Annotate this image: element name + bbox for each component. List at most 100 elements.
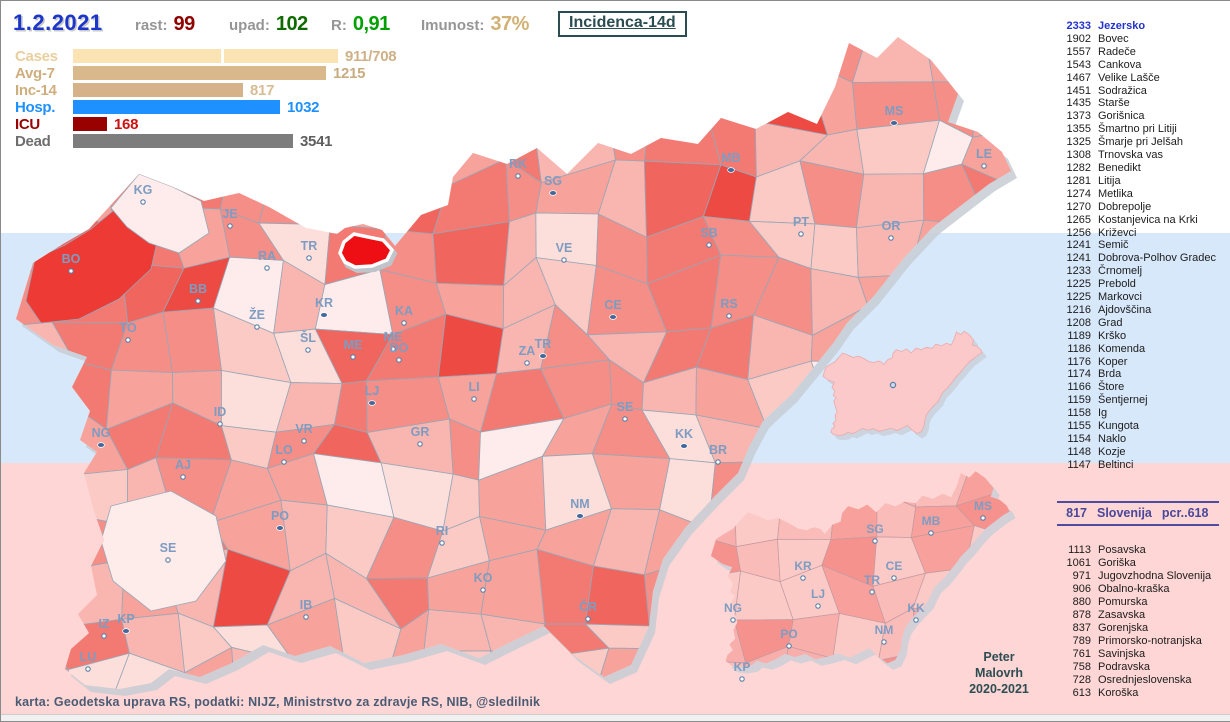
- region-rank-row[interactable]: 761 Savinjska: [1051, 648, 1229, 661]
- municipality-cell[interactable]: [856, 707, 940, 721]
- municipality-cell[interactable]: [975, 320, 1038, 369]
- municipality-rank-row[interactable]: 1281 Litija: [1051, 175, 1229, 188]
- municipality-cell[interactable]: [644, 648, 709, 721]
- municipality-rank-row[interactable]: 1241 Semič: [1051, 239, 1229, 252]
- region-rank-row[interactable]: 906 Obalno-kraška: [1051, 583, 1229, 596]
- municipality-cell[interactable]: [697, 77, 756, 122]
- municipality-cell[interactable]: [968, 421, 1019, 468]
- region-cell[interactable]: [777, 497, 835, 540]
- municipality-cell[interactable]: [968, 700, 1042, 721]
- municipality-cell[interactable]: [1, 622, 69, 674]
- region-cell[interactable]: [832, 658, 880, 701]
- municipality-rank-row[interactable]: 1451 Sodražica: [1051, 85, 1229, 98]
- municipality-cell[interactable]: [750, 16, 824, 86]
- municipality-cell[interactable]: [67, 652, 130, 712]
- region-rank-row[interactable]: 728 Osrednjeslovenska: [1051, 674, 1229, 687]
- municipality-cell[interactable]: [584, 68, 649, 139]
- municipality-rank-row[interactable]: 1155 Kungota: [1051, 420, 1229, 433]
- municipality-cell[interactable]: [279, 709, 346, 721]
- municipality-cell[interactable]: [644, 622, 716, 675]
- municipality-cell[interactable]: [530, 647, 610, 721]
- municipality-cell[interactable]: [984, 551, 1034, 631]
- municipality-cell[interactable]: [1, 549, 48, 630]
- municipality-cell[interactable]: [972, 81, 1020, 138]
- municipality-cell[interactable]: [611, 125, 649, 162]
- municipality-cell[interactable]: [320, 157, 397, 230]
- municipality-cell[interactable]: [638, 72, 709, 127]
- municipality-cell[interactable]: [285, 660, 347, 719]
- municipality-cell[interactable]: [643, 116, 722, 166]
- municipality-cell[interactable]: [759, 698, 818, 721]
- region-cell[interactable]: [999, 449, 1043, 509]
- incidenca-14d-mode-button[interactable]: Incidenca-14d: [558, 11, 687, 37]
- region-cell[interactable]: [781, 456, 835, 506]
- municipality-rank-row[interactable]: 1166 Štore: [1051, 381, 1229, 394]
- municipality-rank-row[interactable]: 1154 Naklo: [1051, 433, 1229, 446]
- municipality-rank-row[interactable]: 1557 Radeče: [1051, 46, 1229, 59]
- municipality-rank-row[interactable]: 1147 Beltinci: [1051, 459, 1229, 472]
- municipality-rank-row[interactable]: 1189 Krško: [1051, 330, 1229, 343]
- region-rank-row[interactable]: 1113 Posavska: [1051, 544, 1229, 557]
- municipality-cell[interactable]: [810, 223, 859, 278]
- region-cell[interactable]: [827, 456, 879, 506]
- municipality-cell[interactable]: [534, 68, 613, 139]
- municipality-rank-row[interactable]: 1233 Črnomelj: [1051, 265, 1229, 278]
- municipality-rank-row[interactable]: 1216 Ajdovščina: [1051, 304, 1229, 317]
- region-rank-row[interactable]: 837 Gorenjska: [1051, 622, 1229, 635]
- municipality-cell[interactable]: [964, 255, 1029, 327]
- municipality-cell[interactable]: [804, 698, 865, 721]
- region-cell[interactable]: [965, 567, 1005, 618]
- municipality-cell[interactable]: [704, 669, 778, 706]
- municipality-cell[interactable]: [343, 660, 389, 721]
- highlighted-municipality-jezersko[interactable]: [338, 232, 398, 274]
- municipality-rank-row[interactable]: 1355 Šmartno pri Litiji: [1051, 123, 1229, 136]
- municipality-cell[interactable]: [705, 706, 778, 721]
- region-cell[interactable]: [734, 497, 783, 548]
- municipality-cell[interactable]: [750, 58, 828, 136]
- municipality-cell[interactable]: [1, 501, 50, 574]
- region-rank-row[interactable]: 880 Pomurska: [1051, 596, 1229, 609]
- municipality-rank-row[interactable]: 1208 Grad: [1051, 317, 1229, 330]
- municipality-cell[interactable]: [427, 62, 501, 133]
- municipality-rank-row[interactable]: 1225 Prebold: [1051, 278, 1229, 291]
- municipality-cell[interactable]: [908, 274, 977, 332]
- municipality-rank-row[interactable]: 1159 Šentjernej: [1051, 394, 1229, 407]
- municipality-rank-row[interactable]: 1902 Bovec: [1051, 33, 1229, 46]
- municipality-cell[interactable]: [480, 548, 546, 625]
- municipality-cell[interactable]: [584, 40, 663, 74]
- sezana-pale-patch[interactable]: [100, 490, 227, 612]
- municipality-rank-row[interactable]: 1148 Kozje: [1051, 446, 1229, 459]
- municipality-cell[interactable]: [423, 609, 492, 652]
- municipality-rank-row[interactable]: 1325 Šmarje pri Jelšah: [1051, 136, 1229, 149]
- municipality-rank-row[interactable]: 1467 Velike Lašče: [1051, 72, 1229, 85]
- municipality-cell[interactable]: [106, 652, 186, 712]
- municipality-rank-row[interactable]: 1158 Ig: [1051, 407, 1229, 420]
- municipality-rank-row[interactable]: 1174 Brda: [1051, 368, 1229, 381]
- municipality-cell[interactable]: [1, 357, 75, 413]
- municipality-cell[interactable]: [697, 19, 757, 86]
- municipality-cell[interactable]: [1014, 700, 1082, 721]
- municipality-cell[interactable]: [496, 72, 552, 136]
- region-rank-row[interactable]: 789 Primorsko-notranjska: [1051, 635, 1229, 648]
- region-cell[interactable]: [1008, 488, 1044, 537]
- region-rank-row[interactable]: 878 Zasavska: [1051, 609, 1229, 622]
- region-rank-row[interactable]: 613 Koroška: [1051, 687, 1229, 700]
- municipality-cell[interactable]: [162, 307, 222, 373]
- municipality-cell[interactable]: [585, 565, 650, 627]
- municipality-cell[interactable]: [535, 212, 599, 266]
- municipality-rank-row[interactable]: 1543 Cankova: [1051, 59, 1229, 72]
- municipality-cell[interactable]: [258, 157, 331, 226]
- municipality-rank-row[interactable]: 1435 Starše: [1051, 97, 1229, 110]
- municipality-cell[interactable]: [1, 166, 75, 230]
- region-cell[interactable]: [876, 448, 917, 508]
- municipality-rank-row[interactable]: 1270 Dobrepolje: [1051, 201, 1229, 214]
- municipality-rank-row[interactable]: 1282 Benedikt: [1051, 162, 1229, 175]
- municipality-rank-row[interactable]: 2333 Jezersko: [1051, 20, 1229, 33]
- region-cell[interactable]: [997, 564, 1051, 624]
- municipality-rank-row[interactable]: 1308 Trnovska vas: [1051, 149, 1229, 162]
- jezersko-highlight-shape[interactable]: [338, 232, 394, 269]
- municipality-rank-row[interactable]: 1225 Markovci: [1051, 291, 1229, 304]
- municipality-rank-row[interactable]: 1274 Metlika: [1051, 188, 1229, 201]
- municipality-cell[interactable]: [1, 401, 74, 484]
